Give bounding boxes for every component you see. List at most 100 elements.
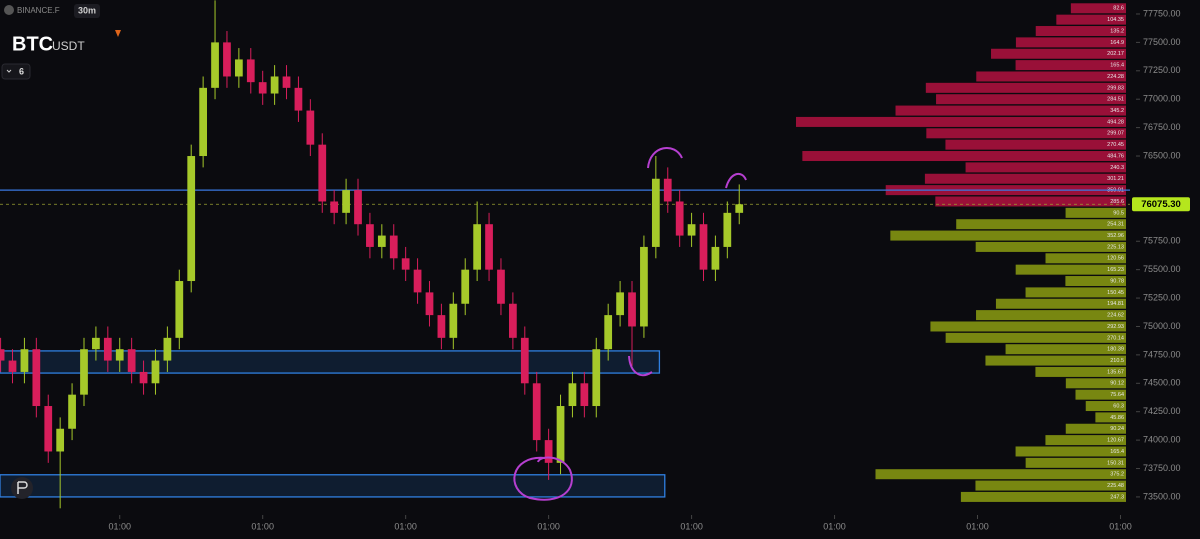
depth-label: 90.24 (1110, 426, 1124, 432)
candle-body (270, 76, 279, 94)
depth-label: 60.3 (1113, 403, 1124, 409)
y-tick-label: 74750.00 (1143, 349, 1181, 359)
candle-body (568, 383, 577, 407)
y-tick-label: 75750.00 (1143, 236, 1181, 246)
depth-label: 90.5 (1113, 210, 1124, 216)
indicator-count[interactable]: 6 (19, 66, 24, 76)
depth-label: 210.5 (1110, 358, 1124, 364)
candle-body (544, 440, 553, 463)
candle-body (103, 337, 112, 361)
depth-bar (802, 151, 1126, 162)
depth-bar (1045, 435, 1126, 446)
exchange-logo (4, 5, 14, 15)
depth-bar (1025, 457, 1126, 468)
candle-body (485, 224, 493, 270)
depth-label: 375.2 (1110, 472, 1124, 478)
candle-layer (0, 0, 744, 509)
depth-bar (1035, 366, 1126, 377)
annotation-arc (725, 172, 747, 189)
depth-bar (1015, 37, 1126, 48)
candle-body (151, 360, 160, 384)
depth-label: 75.64 (1110, 392, 1124, 398)
depth-label: 165.4 (1110, 449, 1124, 455)
chevron-icon[interactable] (6, 69, 12, 73)
candle-body (413, 269, 422, 293)
candle-body (604, 315, 613, 350)
depth-bar (930, 321, 1126, 332)
annotation-circle (513, 456, 573, 501)
candle-body (282, 76, 291, 88)
depth-label: 45.86 (1110, 415, 1124, 421)
candle-body (640, 246, 648, 327)
candle-body (127, 349, 136, 372)
depth-bar (956, 219, 1126, 230)
candle-body (187, 156, 196, 282)
depth-bar (975, 480, 1126, 491)
candle-body (449, 303, 458, 338)
depth-bar (925, 82, 1126, 93)
alert-icon (115, 30, 121, 37)
candle-body (425, 292, 434, 316)
y-tick-label: 75500.00 (1143, 264, 1181, 274)
exchange: BINANCE.F (17, 6, 60, 15)
y-tick-label: 76500.00 (1143, 150, 1181, 160)
current-price-tag (1132, 197, 1190, 212)
candle-body (8, 360, 17, 372)
depth-bar (1070, 3, 1126, 14)
candle-body (663, 178, 672, 202)
candle-body (246, 59, 255, 83)
depth-bar (1045, 253, 1126, 264)
interval-button[interactable] (74, 4, 100, 18)
x-tick-label: 01:00 (251, 521, 274, 531)
depth-bar (1025, 287, 1126, 298)
quote-symbol: USDT (52, 39, 85, 53)
depth-bar (924, 173, 1126, 184)
depth-bar (1015, 60, 1126, 71)
depth-label: 194.81 (1107, 301, 1124, 307)
candle-body (330, 201, 339, 213)
indicator-badge[interactable] (1, 63, 31, 80)
y-tick-label: 75250.00 (1143, 292, 1181, 302)
depth-label: 299.07 (1107, 131, 1124, 137)
annotations (513, 147, 747, 501)
depth-bar (1085, 401, 1126, 412)
depth-bar (1065, 423, 1126, 434)
depth-bar (976, 71, 1126, 82)
depth-bar (945, 139, 1126, 150)
depth-label: 120.56 (1107, 256, 1124, 262)
candle-body (687, 224, 696, 236)
depth-bar (1065, 207, 1126, 218)
candle-body (163, 337, 172, 361)
depth-label: 292.93 (1107, 324, 1124, 330)
candle-body (115, 349, 124, 361)
y-tick-label: 74500.00 (1143, 378, 1181, 388)
depth-bar (1056, 14, 1126, 25)
candle-body (223, 42, 231, 77)
depth-bar (1005, 344, 1126, 355)
depth-label: 90.12 (1110, 381, 1124, 387)
candle-body (294, 87, 303, 111)
candle-body (139, 371, 148, 384)
candle-body (80, 349, 88, 395)
candle-body (461, 269, 470, 304)
candle-body (366, 224, 374, 247)
candle-body (354, 190, 362, 225)
depth-bar (1015, 264, 1126, 275)
depth-label: 224.62 (1107, 313, 1124, 319)
candle-body (723, 212, 732, 247)
depth-label: 224.28 (1107, 74, 1124, 80)
y-tick-label: 73500.00 (1143, 491, 1181, 501)
candle-body (258, 82, 267, 94)
y-tick-label: 77750.00 (1143, 8, 1181, 18)
depth-bar (890, 230, 1126, 241)
depth-bar (985, 355, 1126, 366)
candle-body (68, 394, 76, 429)
depth-label: 299.83 (1107, 85, 1124, 91)
depth-label: 165.23 (1107, 267, 1124, 273)
interval[interactable]: 30m (78, 5, 96, 15)
depth-bar (965, 162, 1126, 173)
y-tick-label: 77250.00 (1143, 65, 1181, 75)
candle-body (44, 406, 53, 452)
current-price-label: 76075.30 (1141, 199, 1181, 210)
depth-bar (935, 196, 1126, 207)
